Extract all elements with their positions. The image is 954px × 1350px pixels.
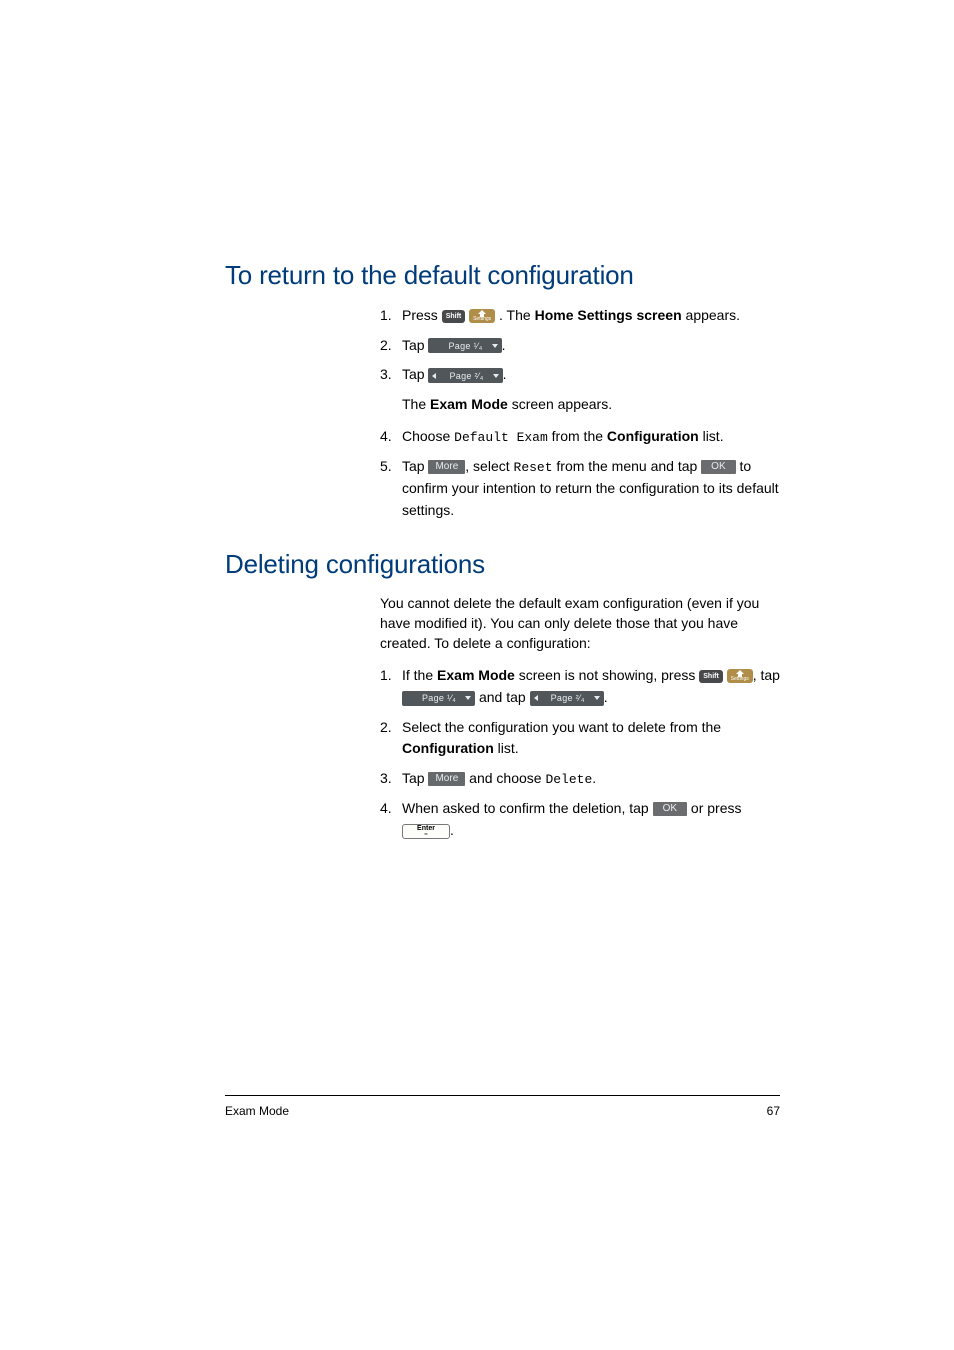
s1-step-5: Tap More, select Reset from the menu and… [380,456,780,522]
page-1-4-button-icon: Page ¹⁄₄ [428,338,501,353]
more-button-icon: More [428,772,465,786]
label: Page ²⁄₄ [541,693,591,703]
chevron-down-icon [492,344,498,348]
text: When asked to confirm the deletion, tap [402,800,653,816]
s1-step-4: Choose Default Exam from the Configurati… [380,426,780,448]
s1-step-2: Tap Page ¹⁄₄ . [380,335,780,357]
text: Choose [402,428,454,444]
label: Page ¹⁄₄ [406,693,462,703]
text: or press [687,800,741,816]
bold: Exam Mode [430,396,508,412]
text: If the [402,667,437,683]
chevron-down-icon [465,696,471,700]
s2-step-3: Tap More and choose Delete. [380,768,780,790]
text: Press [402,307,442,323]
text: Tap [402,458,428,474]
mono: Default Exam [454,430,548,445]
enter-key-icon: Enter ≈ [402,824,450,839]
steps-section-1: Press Shift Settings . The Home Settings… [380,305,780,521]
heading-return-default: To return to the default configuration [225,260,780,291]
page-1-4-button-icon: Page ¹⁄₄ [402,691,475,706]
text: , tap [753,667,780,683]
settings-label: Settings [731,677,749,682]
steps-section-2: If the Exam Mode screen is not showing, … [380,665,780,841]
settings-label: Settings [473,317,491,322]
text: and tap [475,689,530,705]
ok-button-icon: OK [653,802,687,816]
text: . [502,337,506,353]
footer-title: Exam Mode [225,1104,289,1118]
text: . [604,689,608,705]
s2-step-2: Select the configuration you want to del… [380,717,780,760]
text: screen appears. [508,396,612,412]
chevron-left-icon [534,695,538,701]
text: from the [548,428,607,444]
home-settings-key-icon: Settings [727,669,753,683]
text: Select the configuration you want to del… [402,719,721,735]
s2-step-4: When asked to confirm the deletion, tap … [380,798,780,841]
ok-button-icon: OK [701,460,735,474]
text: Tap [402,337,428,353]
intro-text: You cannot delete the default exam confi… [380,594,780,653]
text: list. [494,740,519,756]
text: , select [465,458,513,474]
page-footer: Exam Mode 67 [225,1095,780,1118]
page-number: 67 [767,1104,780,1118]
mono: Reset [514,460,553,475]
text: appears. [682,307,740,323]
label: Page ²⁄₄ [439,371,489,381]
text: . [450,822,454,838]
bold: Exam Mode [437,667,515,683]
mono: Delete [545,772,592,787]
text: list. [699,428,724,444]
more-button-icon: More [428,460,465,474]
shift-key-icon: Shift [699,670,723,683]
text: Tap [402,770,428,786]
bold: Configuration [607,428,699,444]
section-deleting: Deleting configurations You cannot delet… [225,549,780,841]
s1-step-1: Press Shift Settings . The Home Settings… [380,305,780,327]
text: screen is not showing, press [515,667,699,683]
text: . [503,366,507,382]
shift-key-icon: Shift [442,310,466,323]
s1-step-3: Tap Page ²⁄₄ . [380,364,780,386]
page-2-4-button-icon: Page ²⁄₄ [530,691,604,706]
enter-sym: ≈ [424,832,427,838]
text: The [402,396,430,412]
bold: Configuration [402,740,494,756]
s1-sub-exam-mode-appears: The Exam Mode screen appears. [402,394,780,416]
text: . [592,770,596,786]
enter-text: Enter [417,825,435,832]
home-settings-key-icon: Settings [469,309,495,323]
chevron-down-icon [594,696,600,700]
text: . The [499,307,535,323]
heading-deleting-configurations: Deleting configurations [225,549,780,580]
text: Tap [402,366,428,382]
page-content: To return to the default configuration P… [225,260,780,849]
chevron-down-icon [493,374,499,378]
text: from the menu and tap [553,458,702,474]
chevron-left-icon [432,373,436,379]
text: and choose [465,770,545,786]
bold: Home Settings screen [535,307,682,323]
page-2-4-button-icon: Page ²⁄₄ [428,368,502,383]
label: Page ¹⁄₄ [432,341,488,351]
s2-step-1: If the Exam Mode screen is not showing, … [380,665,780,708]
